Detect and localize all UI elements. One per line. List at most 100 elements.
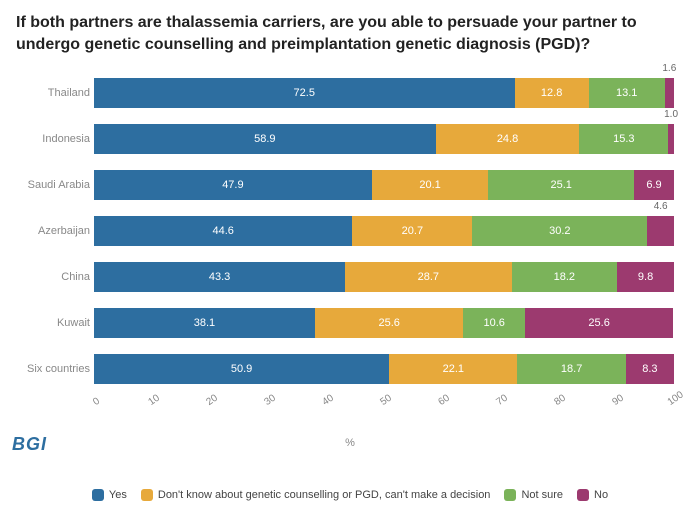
segment-value: 44.6	[213, 225, 234, 237]
bar-segment-dk: 24.8	[436, 124, 580, 154]
x-axis-label: %	[16, 437, 684, 449]
category-label: Kuwait	[16, 317, 90, 329]
segment-value: 25.6	[378, 317, 399, 329]
x-tick: 100	[666, 390, 686, 409]
category-label: Thailand	[16, 87, 90, 99]
bar-track: 43.3 28.7 18.2 9.8	[94, 262, 674, 292]
x-tick: 50	[378, 393, 393, 408]
legend-swatch	[92, 489, 104, 501]
segment-value: 58.9	[254, 133, 275, 145]
bar-segment-dk: 20.1	[372, 170, 489, 200]
chart-area: Thailand72.512.813.11.6Indonesia58.924.8…	[94, 73, 674, 421]
segment-value: 6.9	[646, 179, 661, 191]
segment-value: 25.1	[550, 179, 571, 191]
bar-segment-no: 1.6	[665, 78, 674, 108]
segment-value: 12.8	[541, 87, 562, 99]
bar-row: Thailand72.512.813.11.6	[94, 73, 674, 113]
bar-segment-no: 6.9	[634, 170, 674, 200]
legend-swatch	[504, 489, 516, 501]
bar-track: 72.5 12.8 13.1 1.6	[94, 78, 674, 108]
segment-value: 20.7	[402, 225, 423, 237]
bar-segment-no: 9.8	[617, 262, 674, 292]
x-tick: 60	[436, 393, 451, 408]
bar-row: Azerbaijan44.620.730.24.6	[94, 211, 674, 251]
bar-row: China43.328.718.29.8	[94, 257, 674, 297]
legend-label: Don't know about genetic counselling or …	[158, 489, 491, 501]
legend-swatch	[141, 489, 153, 501]
segment-value: 8.3	[642, 363, 657, 375]
bar-segment-dk: 20.7	[352, 216, 472, 246]
x-tick: 0	[91, 396, 102, 408]
bar-segment-yes: 47.9	[94, 170, 372, 200]
bar-segment-ns: 18.2	[512, 262, 618, 292]
segment-value: 18.2	[554, 271, 575, 283]
x-tick: 30	[262, 393, 277, 408]
bar-segment-no: 25.6	[525, 308, 673, 338]
bar-segment-yes: 72.5	[94, 78, 515, 108]
legend-item-ns: Not sure	[504, 489, 563, 501]
bar-track: 58.9 24.8 15.3 1.0	[94, 124, 674, 154]
bar-row: Six countries50.922.118.78.3	[94, 349, 674, 389]
segment-value: 50.9	[231, 363, 252, 375]
bar-segment-yes: 58.9	[94, 124, 436, 154]
bar-segment-no: 1.0	[668, 124, 674, 154]
segment-value: 4.6	[654, 201, 668, 212]
bar-track: 47.9 20.1 25.1 6.9	[94, 170, 674, 200]
bar-row: Indonesia58.924.815.31.0	[94, 119, 674, 159]
segment-value: 72.5	[294, 87, 315, 99]
x-tick: 20	[204, 393, 219, 408]
category-label: Indonesia	[16, 133, 90, 145]
bar-segment-ns: 25.1	[488, 170, 634, 200]
legend-item-dk: Don't know about genetic counselling or …	[141, 489, 491, 501]
x-tick: 80	[552, 393, 567, 408]
segment-value: 22.1	[443, 363, 464, 375]
legend-swatch	[577, 489, 589, 501]
bar-track: 44.6 20.7 30.2 4.6	[94, 216, 674, 246]
bar-row: Kuwait38.125.610.625.6	[94, 303, 674, 343]
bar-segment-ns: 30.2	[472, 216, 647, 246]
legend-label: No	[594, 489, 608, 501]
category-label: Azerbaijan	[16, 225, 90, 237]
bar-segment-ns: 15.3	[579, 124, 668, 154]
category-label: China	[16, 271, 90, 283]
segment-value: 25.6	[588, 317, 609, 329]
bar-track: 50.9 22.1 18.7 8.3	[94, 354, 674, 384]
segment-value: 47.9	[222, 179, 243, 191]
legend-label: Yes	[109, 489, 127, 501]
segment-value: 1.0	[664, 109, 678, 120]
chart-title: If both partners are thalassemia carrier…	[16, 12, 666, 55]
x-tick: 90	[610, 393, 625, 408]
segment-value: 13.1	[616, 87, 637, 99]
bar-segment-no: 4.6	[647, 216, 674, 246]
segment-value: 30.2	[549, 225, 570, 237]
bar-segment-ns: 13.1	[589, 78, 665, 108]
bar-segment-no: 8.3	[626, 354, 674, 384]
x-tick: 70	[494, 393, 509, 408]
bar-segment-dk: 28.7	[345, 262, 511, 292]
bar-row: Saudi Arabia47.920.125.16.9	[94, 165, 674, 205]
legend-item-no: No	[577, 489, 608, 501]
bar-segment-yes: 43.3	[94, 262, 345, 292]
x-tick: 10	[146, 393, 161, 408]
bar-segment-ns: 10.6	[463, 308, 524, 338]
segment-value: 10.6	[483, 317, 504, 329]
segment-value: 38.1	[194, 317, 215, 329]
segment-value: 28.7	[418, 271, 439, 283]
bar-segment-dk: 12.8	[515, 78, 589, 108]
segment-value: 1.6	[662, 63, 676, 74]
bar-segment-dk: 22.1	[389, 354, 517, 384]
x-axis: 0102030405060708090100	[94, 395, 674, 421]
bar-segment-ns: 18.7	[517, 354, 625, 384]
segment-value: 18.7	[561, 363, 582, 375]
legend: Yes Don't know about genetic counselling …	[0, 489, 700, 501]
bar-track: 38.1 25.6 10.6 25.6	[94, 308, 674, 338]
category-label: Saudi Arabia	[16, 179, 90, 191]
segment-value: 24.8	[497, 133, 518, 145]
category-label: Six countries	[16, 363, 90, 375]
segment-value: 20.1	[419, 179, 440, 191]
segment-value: 43.3	[209, 271, 230, 283]
bar-segment-yes: 44.6	[94, 216, 352, 246]
chart-container: If both partners are thalassemia carrier…	[0, 0, 700, 457]
segment-value: 15.3	[613, 133, 634, 145]
x-tick: 40	[320, 393, 335, 408]
